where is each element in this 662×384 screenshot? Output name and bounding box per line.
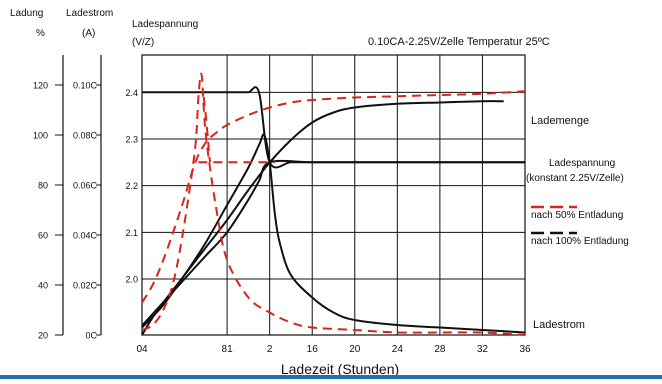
series-50-percent-charge-4 xyxy=(141,90,526,304)
voltage-tick-label: 2.0 xyxy=(125,275,138,285)
voltage-axis-unit: (V/Z) xyxy=(132,37,154,48)
legend-label: nach 50% Entladung xyxy=(531,210,623,221)
plot-frame xyxy=(141,54,526,336)
current-axis-unit: (A) xyxy=(82,28,95,39)
voltage-tick-label: 2.4 xyxy=(125,88,138,98)
voltage-tick-label: 2.3 xyxy=(125,135,138,145)
voltage-tick-label: 2.2 xyxy=(125,181,138,191)
series-100-percent-charge-1 xyxy=(141,100,504,336)
legend-label: nach 100% Entladung xyxy=(531,236,629,247)
x-tick-label: 36 xyxy=(519,344,531,355)
series-100-percent-voltage-0 xyxy=(141,86,525,169)
current-tick-label: 0C xyxy=(85,331,97,341)
x-tick-label: 24 xyxy=(392,344,404,355)
legend: nach 50% Entladung nach 100% Entladung xyxy=(531,205,629,247)
label-ladestrom: Ladestrom xyxy=(533,319,585,331)
plot-grid xyxy=(141,54,526,336)
x-tick-label: 81 xyxy=(222,344,234,355)
current-tick-label: 0.10C xyxy=(73,81,98,91)
charge-axis: 120 100 80 60 40 20 xyxy=(33,55,64,341)
series-layer xyxy=(141,72,526,336)
x-tick-label: 16 xyxy=(307,344,319,355)
current-tick-label: 0.06C xyxy=(73,181,98,191)
bottom-accent-bar xyxy=(0,375,662,379)
voltage-axis-title: Ladespannung xyxy=(132,19,198,30)
current-tick-label: 0.04C xyxy=(73,231,98,241)
current-axis-title: Ladestrom xyxy=(66,8,113,19)
charge-axis-title: Ladung xyxy=(10,8,43,19)
current-tick-label: 0.08C xyxy=(73,131,98,141)
label-ladespannung: Ladespannung xyxy=(549,158,615,169)
charge-tick-label: 20 xyxy=(38,331,48,341)
charge-tick-label: 40 xyxy=(38,281,48,291)
chart-title: 0.10CA-2.25V/Zelle Temperatur 25ºC xyxy=(368,36,550,48)
x-tick-label: 20 xyxy=(349,344,361,355)
x-axis-ticks: 04 81 2 16 20 24 28 32 36 xyxy=(136,344,531,355)
label-ladespannung-konstant: (konstant 2.25V/Zelle) xyxy=(526,173,624,184)
x-tick-label: 2 xyxy=(267,344,273,355)
series-50-percent-current-5 xyxy=(141,72,526,336)
charge-tick-label: 100 xyxy=(33,131,48,141)
x-axis-title: Ladezeit (Stunden) xyxy=(281,361,399,377)
voltage-tick-label: 2.1 xyxy=(125,228,138,238)
series-100-percent-current-2 xyxy=(141,133,526,334)
charge-tick-label: 80 xyxy=(38,181,48,191)
voltage-axis: 2.4 2.3 2.2 2.1 2.0 xyxy=(125,88,138,285)
x-tick-label: 04 xyxy=(136,344,148,355)
series-100-percent-voltage-3 xyxy=(141,159,525,327)
charge-tick-label: 60 xyxy=(38,231,48,241)
current-tick-label: 0.02C xyxy=(73,281,98,291)
current-axis: 0.10C 0.08C 0.06C 0.04C 0.02C 0C xyxy=(73,55,102,341)
x-tick-label: 28 xyxy=(434,344,446,355)
x-tick-label: 32 xyxy=(477,344,489,355)
charge-tick-label: 120 xyxy=(33,81,48,91)
label-lademenge: Lademenge xyxy=(531,115,589,127)
charge-axis-unit: % xyxy=(36,28,45,39)
